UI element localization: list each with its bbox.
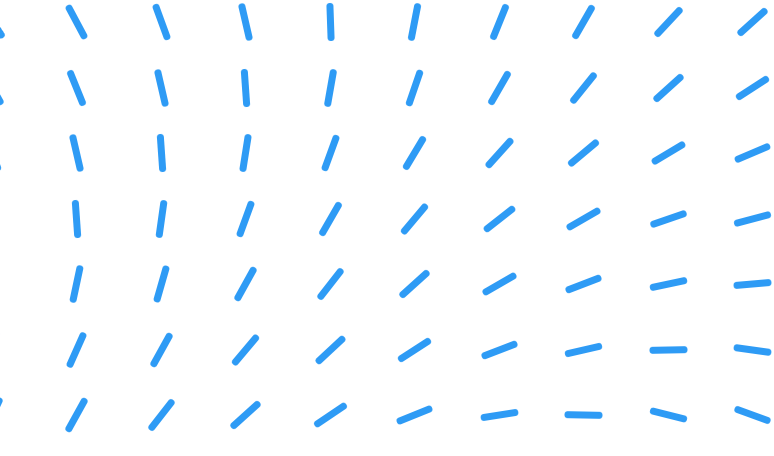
slope-segment-r1-c2 bbox=[153, 68, 169, 107]
slope-segment-r0-c8 bbox=[652, 5, 684, 39]
slope-segment-r1-c4 bbox=[323, 68, 337, 107]
slope-segment-r1-c9 bbox=[734, 74, 771, 101]
slope-segment-r6-c0 bbox=[0, 396, 4, 434]
slope-segment-r2-c0 bbox=[0, 133, 2, 173]
slope-segment-r3-c9 bbox=[733, 210, 772, 227]
slope-segment-r4-c5 bbox=[398, 268, 431, 300]
slope-segment-r5-c3 bbox=[230, 332, 261, 367]
slope-segment-r0-c6 bbox=[488, 3, 510, 41]
slope-segment-r6-c4 bbox=[312, 401, 348, 429]
slope-segment-r5-c2 bbox=[148, 331, 174, 368]
slope-segment-r5-c6 bbox=[480, 339, 518, 360]
slope-segment-r6-c7 bbox=[564, 411, 603, 419]
slope-segment-r6-c6 bbox=[479, 408, 519, 422]
slope-segment-r2-c5 bbox=[401, 134, 428, 172]
slope-segment-r4-c7 bbox=[564, 273, 603, 295]
slope-segment-r4-c3 bbox=[233, 265, 258, 303]
slope-segment-r6-c9 bbox=[733, 405, 772, 425]
slope-segment-r1-c5 bbox=[405, 68, 424, 107]
slope-segment-r0-c2 bbox=[151, 2, 171, 42]
slope-segment-r5-c1 bbox=[65, 330, 88, 369]
slope-segment-r2-c1 bbox=[68, 133, 85, 173]
slope-segment-r4-c2 bbox=[152, 264, 170, 304]
slope-segment-r0-c5 bbox=[407, 2, 422, 42]
slope-segment-r5-c8 bbox=[648, 345, 688, 354]
slope-segment-r3-c5 bbox=[399, 201, 430, 236]
slope-segment-r2-c3 bbox=[239, 133, 252, 173]
slope-segment-r3-c6 bbox=[481, 204, 517, 233]
slope-segment-r4-c4 bbox=[315, 266, 345, 302]
slope-segment-r5-c7 bbox=[564, 341, 603, 358]
slope-segment-r6-c3 bbox=[229, 399, 262, 431]
slope-segment-r3-c8 bbox=[648, 209, 688, 228]
slope-segment-r3-c4 bbox=[317, 200, 343, 237]
slope-segment-r6-c1 bbox=[64, 396, 89, 434]
slope-segment-r2-c7 bbox=[566, 138, 601, 168]
slope-segment-r6-c8 bbox=[648, 407, 688, 423]
slope-segment-r1-c8 bbox=[651, 72, 685, 103]
slope-segment-r2-c6 bbox=[483, 136, 515, 170]
slope-segment-r6-c5 bbox=[395, 404, 434, 426]
slope-segment-r1-c1 bbox=[66, 68, 87, 107]
slope-segment-r1-c6 bbox=[486, 69, 512, 106]
slope-segment-r0-c1 bbox=[64, 3, 89, 41]
slope-segment-r3-c3 bbox=[235, 199, 256, 238]
slope-segment-r0-c3 bbox=[237, 2, 254, 42]
slope-segment-r1-c0 bbox=[0, 69, 5, 106]
slope-segment-r4-c1 bbox=[69, 264, 84, 304]
slope-segment-r5-c9 bbox=[733, 343, 772, 356]
slope-segment-r3-c1 bbox=[71, 199, 82, 238]
slope-segment-r2-c9 bbox=[733, 142, 772, 164]
slope-segment-r1-c7 bbox=[568, 70, 599, 105]
slope-segment-r1-c3 bbox=[240, 68, 251, 107]
slope-segment-r3-c7 bbox=[565, 205, 602, 232]
slope-segment-r2-c8 bbox=[649, 140, 687, 166]
slope-segment-r0-c4 bbox=[325, 2, 335, 42]
slope-segment-r4-c9 bbox=[733, 278, 772, 290]
slope-segment-r2-c4 bbox=[320, 133, 340, 173]
slope-segment-r5-c4 bbox=[313, 333, 347, 366]
slope-segment-r4-c8 bbox=[648, 276, 688, 292]
slope-segment-r0-c0 bbox=[0, 4, 6, 40]
slope-segment-r4-c6 bbox=[480, 271, 518, 297]
slope-segment-r2-c2 bbox=[156, 133, 166, 173]
slope-segment-r0-c7 bbox=[570, 3, 597, 41]
slope-segment-r0-c9 bbox=[736, 6, 769, 38]
slope-segment-r5-c5 bbox=[396, 336, 433, 363]
slope-segment-r6-c2 bbox=[146, 397, 176, 433]
slope-segment-r3-c2 bbox=[154, 199, 168, 238]
